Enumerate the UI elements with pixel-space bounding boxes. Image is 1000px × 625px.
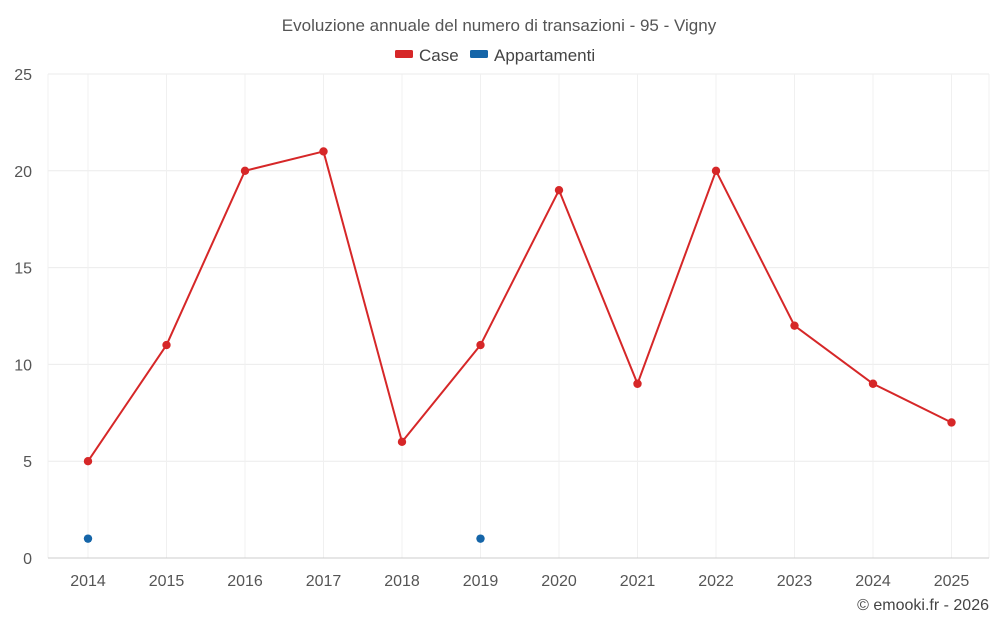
y-tick-label: 20 [14, 164, 32, 181]
legend-swatch-case [395, 50, 413, 58]
x-tick-label: 2017 [306, 573, 342, 590]
x-tick-label: 2023 [777, 573, 813, 590]
data-point-case[interactable] [790, 321, 799, 330]
legend: Case Appartamenti [395, 46, 595, 65]
x-axis: 2014 2015 2016 2017 2018 2019 2020 2021 2022 2023… [48, 557, 989, 590]
series-layer [83, 147, 956, 543]
y-tick-label: 5 [23, 454, 32, 471]
legend-label-case[interactable]: Case [419, 46, 459, 65]
x-tick-label: 2014 [70, 573, 106, 590]
x-tick-label: 2015 [149, 573, 185, 590]
data-point-case[interactable] [83, 457, 93, 466]
y-tick-label: 25 [14, 67, 32, 84]
data-point-case[interactable] [319, 147, 328, 156]
x-tick-label: 2018 [384, 573, 420, 590]
data-point-appartamenti[interactable] [476, 534, 485, 543]
data-point-case[interactable] [162, 340, 171, 350]
series-line-case [87, 150, 952, 462]
y-axis: 0 5 10 15 20 25 [14, 67, 32, 568]
x-tick-label: 2022 [698, 573, 734, 590]
data-point-case[interactable] [554, 185, 564, 195]
y-tick-label: 15 [14, 261, 32, 278]
data-point-case[interactable] [633, 379, 642, 388]
legend-label-appartamenti[interactable]: Appartamenti [494, 46, 595, 65]
grid-lines [47, 73, 990, 558]
data-point-case[interactable] [947, 418, 956, 427]
credit-text: © emooki.fr - 2026 [857, 597, 989, 614]
x-tick-label: 2016 [227, 573, 263, 590]
y-tick-label: 10 [14, 357, 32, 374]
data-point-case[interactable] [240, 166, 250, 175]
data-point-case[interactable] [711, 166, 721, 175]
data-point-appartamenti[interactable] [83, 534, 93, 543]
legend-swatch-appartamenti [470, 50, 488, 58]
data-point-case[interactable] [476, 340, 485, 350]
x-tick-label: 2020 [541, 573, 577, 590]
x-tick-label: 2025 [934, 573, 970, 590]
data-point-case[interactable] [868, 379, 878, 388]
data-point-case[interactable] [397, 437, 407, 447]
x-tick-label: 2019 [463, 573, 499, 590]
chart-title: Evoluzione annuale del numero di transaz… [282, 16, 717, 35]
x-tick-label: 2021 [620, 573, 656, 590]
y-tick-label: 0 [23, 551, 32, 568]
x-tick-label: 2024 [855, 573, 891, 590]
